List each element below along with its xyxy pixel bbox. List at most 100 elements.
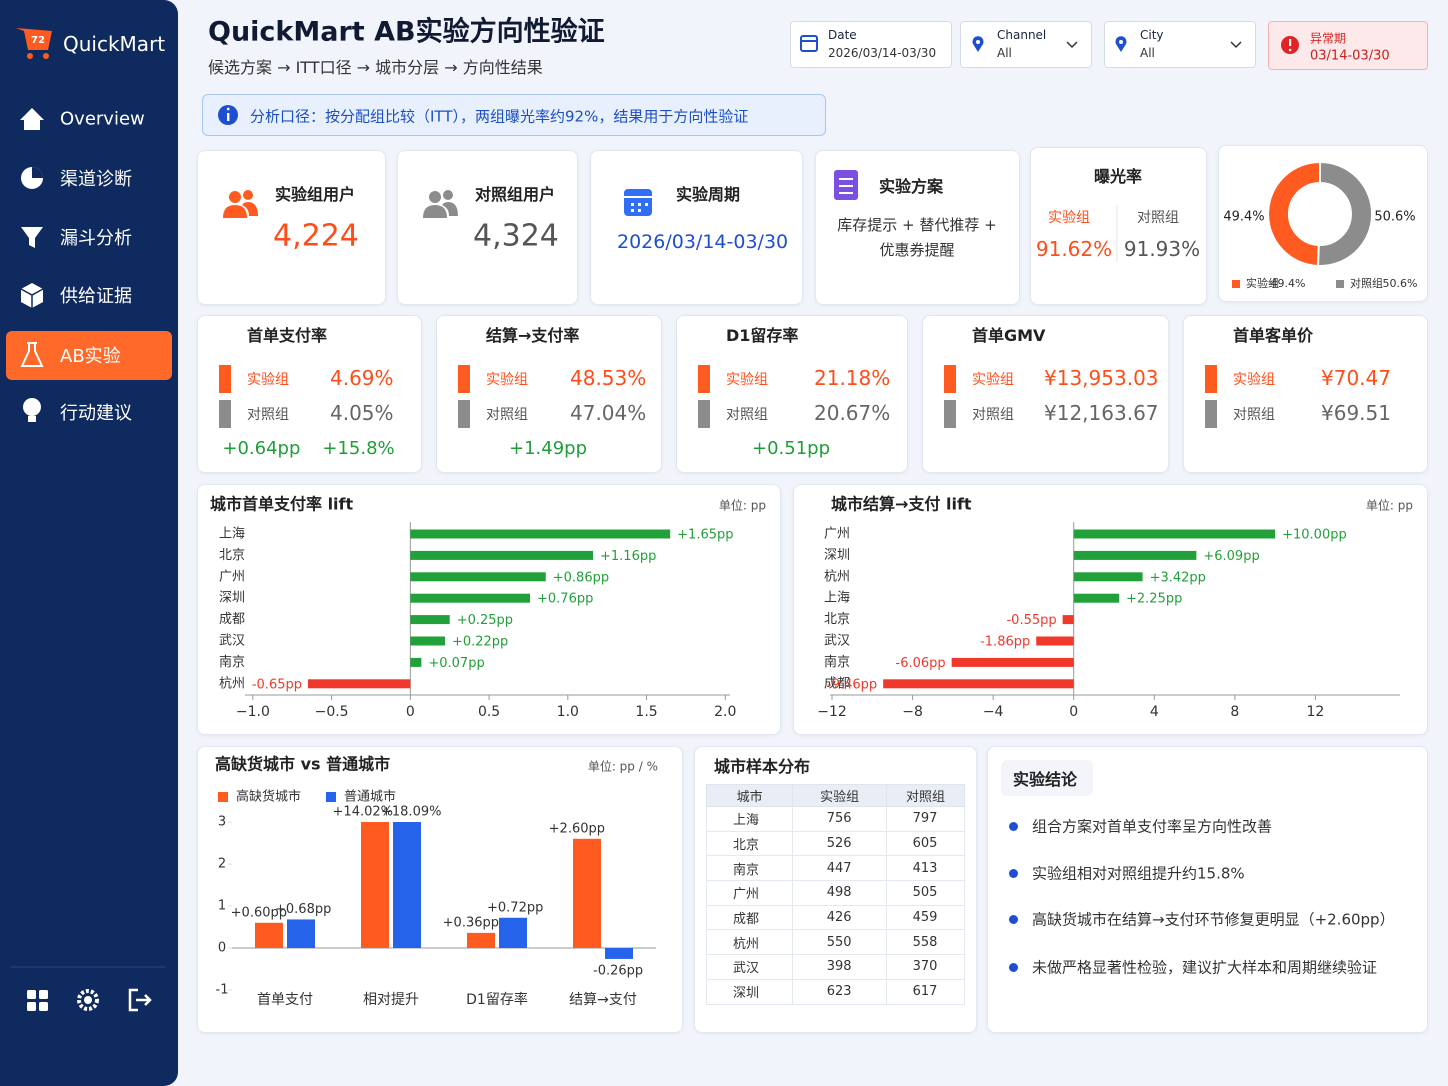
kpi-label: 曝光率 [1093,167,1143,186]
group-marker [458,400,470,428]
metric-title: 首单客单价 [1233,326,1314,345]
metric-value: ¥13,953.03 [1044,366,1159,390]
nav-item[interactable]: 行动建议 [60,403,132,424]
kpi-value: 2026/03/14-03/30 [617,231,789,253]
table-cell: 617 [885,978,966,1005]
table-row: 北京 526 605 [705,830,966,857]
metric-group: 对照组 [726,407,768,423]
table-cell: 498 [792,880,887,906]
chart-card [793,484,1428,735]
filter-label: Date [828,28,857,42]
table-row: 武汉 398 370 [705,954,966,980]
metric-card [436,315,662,473]
nav-item[interactable]: 漏斗分析 [60,228,132,249]
chart-card [197,746,683,1033]
metric-group: 对照组 [972,407,1014,423]
filter-box[interactable] [790,21,952,68]
metric-delta: +0.64pp [222,438,301,459]
metric-title: D1留存率 [726,326,799,345]
table-row: 南京 447 413 [705,855,966,882]
metric-group: 实验组 [726,372,768,388]
exposure-value: 91.62% [1035,237,1113,261]
kpi-label: 实验方案 [879,177,944,196]
filter-value: 2026/03/14-03/30 [828,46,937,60]
group-marker [219,400,231,428]
metric-value: 20.67% [814,401,891,425]
table-header-cell: 城市 [705,784,794,807]
breadcrumb: 候选方案 → ITT口径 → 城市分层 → 方向性结果 [208,58,543,77]
metric-group: 实验组 [486,372,528,388]
table-title: 城市样本分布 [714,757,811,776]
bullet [1009,822,1018,831]
table-cell: 杭州 [705,929,794,956]
filter-label: City [1140,28,1164,42]
table-header-cell: 实验组 [792,784,887,807]
metric-delta: +1.49pp [508,438,587,459]
conclusion-item: 实验组相对对照组提升约15.8% [1032,864,1245,883]
bullet [1009,869,1018,878]
notice [202,94,826,136]
table-cell: 广州 [705,880,794,906]
table-row: 广州 498 505 [705,880,966,906]
table-row: 杭州 550 558 [705,929,966,956]
notice-text: 分析口径：按分配组比较（ITT），两组曝光率约92%，结果用于方向性验证 [250,107,749,126]
metric-group: 实验组 [247,372,289,388]
metric-value: 47.04% [570,401,647,425]
table-row: 成都 426 459 [705,904,966,931]
metric-group: 对照组 [247,407,289,423]
metric-value: 48.53% [570,366,647,390]
table-cell: 426 [792,904,887,931]
bullet [1009,915,1018,924]
table-cell: 北京 [705,830,794,857]
exposure-group: 对照组 [1137,210,1179,226]
card [1030,147,1207,305]
kpi-value: 4,224 [273,218,359,254]
page-title: QuickMart AB实验方向性验证 [208,16,605,48]
kpi-value: 4,324 [473,218,559,254]
metric-value: ¥69.51 [1321,401,1391,425]
filter-value: All [1140,46,1155,60]
table-cell: 526 [792,830,887,857]
nav-item[interactable]: Overview [60,108,145,130]
kpi-label: 实验周期 [676,185,741,204]
table-cell: 605 [885,830,966,857]
nav-item[interactable]: 供给证据 [60,286,132,307]
table-row: 上海 756 797 [705,806,966,832]
card [397,150,578,305]
conclusion-title-bg [1001,760,1093,796]
table-header: 城市 实验组 对照组 [705,784,966,807]
table-cell: 南京 [705,855,794,882]
metric-value: 4.69% [330,366,394,390]
sample-table: 城市 实验组 对照组 上海 756 797 北京 526 605 南京 447 413 广州 498 505… [705,784,966,1005]
nav-item[interactable]: AB实验 [60,346,121,367]
group-marker [698,365,710,393]
table-cell: 深圳 [705,978,794,1005]
table-cell: 413 [885,855,966,882]
metric-deltas: +0.51pp [676,438,906,459]
table-cell: 370 [885,954,966,980]
table-row: 深圳 623 617 [705,978,966,1005]
metric-value: 21.18% [814,366,891,390]
group-marker [698,400,710,428]
bullet [1009,963,1018,972]
card [590,150,803,305]
group-marker [219,365,231,393]
filter-label: Channel [997,28,1047,42]
table-cell: 上海 [705,806,794,832]
exposure-group: 实验组 [1048,210,1090,226]
kpi-label: 实验组用户 [275,185,356,204]
table-cell: 459 [885,904,966,931]
metric-card [676,315,908,473]
filter-box[interactable] [1104,21,1256,68]
kpi-label: 对照组用户 [475,185,556,204]
metric-group: 对照组 [486,407,528,423]
table-cell: 398 [792,954,887,980]
conclusion-title: 实验结论 [1013,770,1078,789]
metric-title: 首单支付率 [247,326,328,345]
table-cell: 558 [885,929,966,956]
table-cell: 成都 [705,904,794,931]
metric-group: 对照组 [1233,407,1275,423]
nav-item[interactable]: 渠道诊断 [60,169,132,190]
group-marker [944,365,956,393]
alert-value: 03/14-03/30 [1310,48,1390,64]
